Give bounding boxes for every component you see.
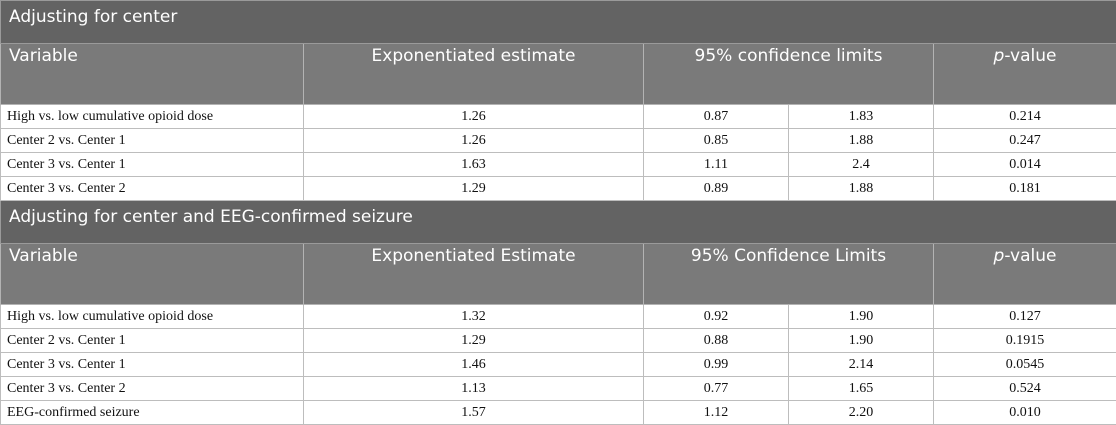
cell-lower-limit: 0.92 [644, 305, 789, 329]
section-title: Adjusting for center [1, 1, 1116, 44]
cell-upper-limit: 1.90 [789, 305, 934, 329]
header-variable: Variable [1, 244, 304, 305]
cell-upper-limit: 1.65 [789, 377, 934, 401]
cell-lower-limit: 0.77 [644, 377, 789, 401]
cell-p-value: 0.014 [934, 153, 1116, 177]
cell-lower-limit: 0.87 [644, 105, 789, 129]
cell-upper-limit: 1.88 [789, 177, 934, 201]
cell-variable: Center 3 vs. Center 2 [1, 377, 304, 401]
cell-p-value: 0.524 [934, 377, 1116, 401]
cell-p-value: 0.181 [934, 177, 1116, 201]
header-row: Variable Exponentiated Estimate 95% Conf… [1, 244, 1116, 305]
header-confidence-limits: 95% Confidence Limits [644, 244, 934, 305]
cell-p-value: 0.0545 [934, 353, 1116, 377]
cell-upper-limit: 1.83 [789, 105, 934, 129]
cell-upper-limit: 1.88 [789, 129, 934, 153]
header-variable: Variable [1, 44, 304, 105]
cell-estimate: 1.46 [304, 353, 644, 377]
header-p-value: p-value [934, 44, 1116, 105]
cell-upper-limit: 2.14 [789, 353, 934, 377]
cell-variable: EEG-confirmed seizure [1, 401, 304, 425]
cell-p-value: 0.247 [934, 129, 1116, 153]
cell-variable: Center 2 vs. Center 1 [1, 129, 304, 153]
section-adjusting-for-center-and-seizure: Adjusting for center and EEG-confirmed s… [1, 201, 1116, 425]
cell-variable: Center 3 vs. Center 2 [1, 177, 304, 201]
cell-upper-limit: 2.20 [789, 401, 934, 425]
cell-estimate: 1.32 [304, 305, 644, 329]
cell-p-value: 0.010 [934, 401, 1116, 425]
cell-estimate: 1.63 [304, 153, 644, 177]
cell-variable: Center 3 vs. Center 1 [1, 153, 304, 177]
cell-lower-limit: 1.12 [644, 401, 789, 425]
cell-variable: High vs. low cumulative opioid dose [1, 305, 304, 329]
cell-upper-limit: 2.4 [789, 153, 934, 177]
header-p-value: p-value [934, 244, 1116, 305]
cell-variable: Center 3 vs. Center 1 [1, 353, 304, 377]
cell-lower-limit: 0.89 [644, 177, 789, 201]
cell-variable: High vs. low cumulative opioid dose [1, 105, 304, 129]
cell-upper-limit: 1.90 [789, 329, 934, 353]
cell-estimate: 1.26 [304, 105, 644, 129]
cell-estimate: 1.13 [304, 377, 644, 401]
section-adjusting-for-center: Adjusting for center Variable Exponentia… [1, 1, 1116, 201]
cell-lower-limit: 0.99 [644, 353, 789, 377]
header-row: Variable Exponentiated estimate 95% conf… [1, 44, 1116, 105]
header-confidence-limits: 95% confidence limits [644, 44, 934, 105]
cell-p-value: 0.127 [934, 305, 1116, 329]
header-estimate: Exponentiated Estimate [304, 244, 644, 305]
header-estimate: Exponentiated estimate [304, 44, 644, 105]
cell-lower-limit: 1.11 [644, 153, 789, 177]
cell-p-value: 0.214 [934, 105, 1116, 129]
cell-lower-limit: 0.85 [644, 129, 789, 153]
cell-lower-limit: 0.88 [644, 329, 789, 353]
cell-estimate: 1.26 [304, 129, 644, 153]
cell-estimate: 1.57 [304, 401, 644, 425]
cell-p-value: 0.1915 [934, 329, 1116, 353]
cell-estimate: 1.29 [304, 329, 644, 353]
cell-estimate: 1.29 [304, 177, 644, 201]
cell-variable: Center 2 vs. Center 1 [1, 329, 304, 353]
section-title: Adjusting for center and EEG-confirmed s… [1, 201, 1116, 244]
